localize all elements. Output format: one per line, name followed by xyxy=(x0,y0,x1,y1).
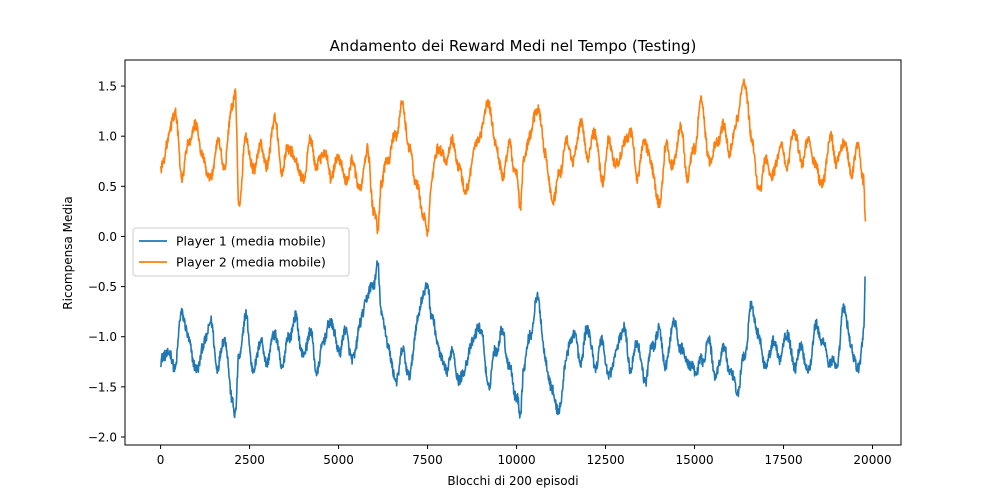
y-tick-label: 1.5 xyxy=(98,80,117,94)
y-tick-label: −0.5 xyxy=(88,280,117,294)
x-tick-label: 10000 xyxy=(497,453,535,467)
x-tick-label: 2500 xyxy=(234,453,265,467)
x-tick-label: 7500 xyxy=(412,453,443,467)
x-tick-label: 0 xyxy=(157,453,165,467)
y-tick-label: −1.5 xyxy=(88,380,117,394)
x-tick-label: 12500 xyxy=(586,453,624,467)
x-tick-label: 17500 xyxy=(764,453,802,467)
x-tick-label: 15000 xyxy=(675,453,713,467)
plot-frame xyxy=(124,59,902,446)
legend-label-player-1: Player 1 (media mobile) xyxy=(176,234,326,249)
x-axis: 0 2500 5000 7500 10000 12500 15000 17500 20000 xyxy=(157,445,892,467)
y-axis: −2.0 −1.5 −1.0 −0.5 0.0 0.5 1.0 1.5 xyxy=(88,80,125,444)
series-layer xyxy=(159,78,867,419)
series-line-player-2 xyxy=(159,78,867,237)
y-tick-label: 0.0 xyxy=(98,230,117,244)
y-tick-label: −1.0 xyxy=(88,330,117,344)
series-line-player-1 xyxy=(159,260,867,419)
y-tick-label: 0.5 xyxy=(98,180,117,194)
legend: Player 1 (media mobile) Player 2 (media … xyxy=(132,227,350,277)
y-tick-label: −2.0 xyxy=(88,430,117,444)
x-tick-label: 20000 xyxy=(853,453,891,467)
y-tick-label: 1.0 xyxy=(98,130,117,144)
y-axis-label: Ricompensa Media xyxy=(61,196,75,309)
x-tick-label: 5000 xyxy=(323,453,354,467)
x-axis-label: Blocchi di 200 episodi xyxy=(447,474,578,488)
plot-area xyxy=(159,78,867,419)
legend-box xyxy=(132,227,350,277)
legend-label-player-2: Player 2 (media mobile) xyxy=(176,255,326,270)
chart-title: Andamento dei Reward Medi nel Tempo (Tes… xyxy=(330,37,697,55)
